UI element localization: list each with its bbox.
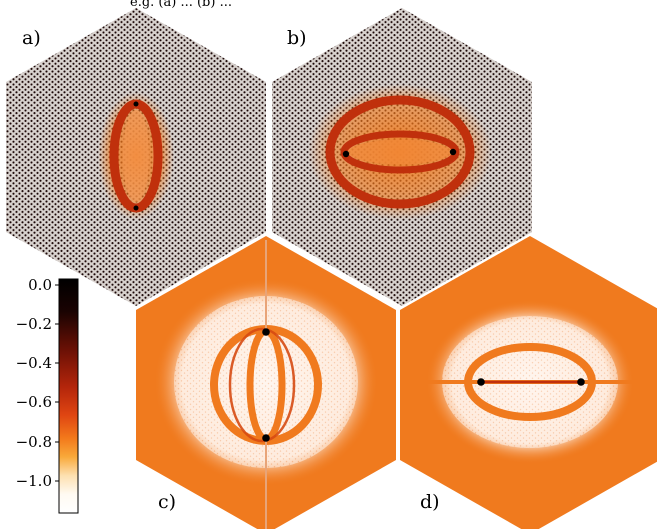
panel-d-defect-right [577, 378, 585, 386]
panel-c-defect-top [262, 328, 270, 336]
colorbar-tick-2: −0.4 [16, 354, 52, 372]
panel-b-defect-right [449, 148, 457, 156]
panel-d-defect-left [477, 378, 485, 386]
panel-c-defect-bottom [262, 434, 270, 442]
colorbar-tick-5: −1.0 [16, 472, 52, 490]
panel-a-defect-bottom [133, 205, 139, 211]
panel-a-label: a) [22, 27, 41, 49]
panel-c-label: c) [158, 491, 176, 513]
panel-b-core [348, 140, 452, 164]
colorbar: 0.0 −0.2 −0.4 −0.6 −0.8 −1.0 [16, 276, 79, 514]
colorbar-tick-1: −0.2 [16, 315, 52, 333]
panel-b-label: b) [287, 27, 307, 49]
colorbar-tick-3: −0.6 [16, 393, 52, 411]
panel-a-inner [123, 110, 149, 202]
panel-a-defect-top [133, 101, 139, 107]
panel-b-defect-left [342, 150, 350, 158]
panel-b-outer-ring [325, 95, 475, 209]
panel-a: a) [6, 8, 266, 306]
panel-c: c) [136, 236, 396, 529]
colorbar-tick-4: −0.8 [16, 433, 52, 451]
panel-d: d) [400, 236, 657, 529]
panel-b: b) [272, 8, 532, 306]
colorbar-ticks [55, 284, 59, 482]
panel-d-label: d) [420, 491, 440, 513]
panel-c-pale-texture [174, 296, 358, 468]
caption-fragment: e.g. (a) ... (b) ... [130, 0, 232, 10]
colorbar-tick-0: 0.0 [28, 276, 52, 294]
colorbar-gradient [58, 278, 79, 514]
panel-c-mid-ring [228, 327, 296, 443]
